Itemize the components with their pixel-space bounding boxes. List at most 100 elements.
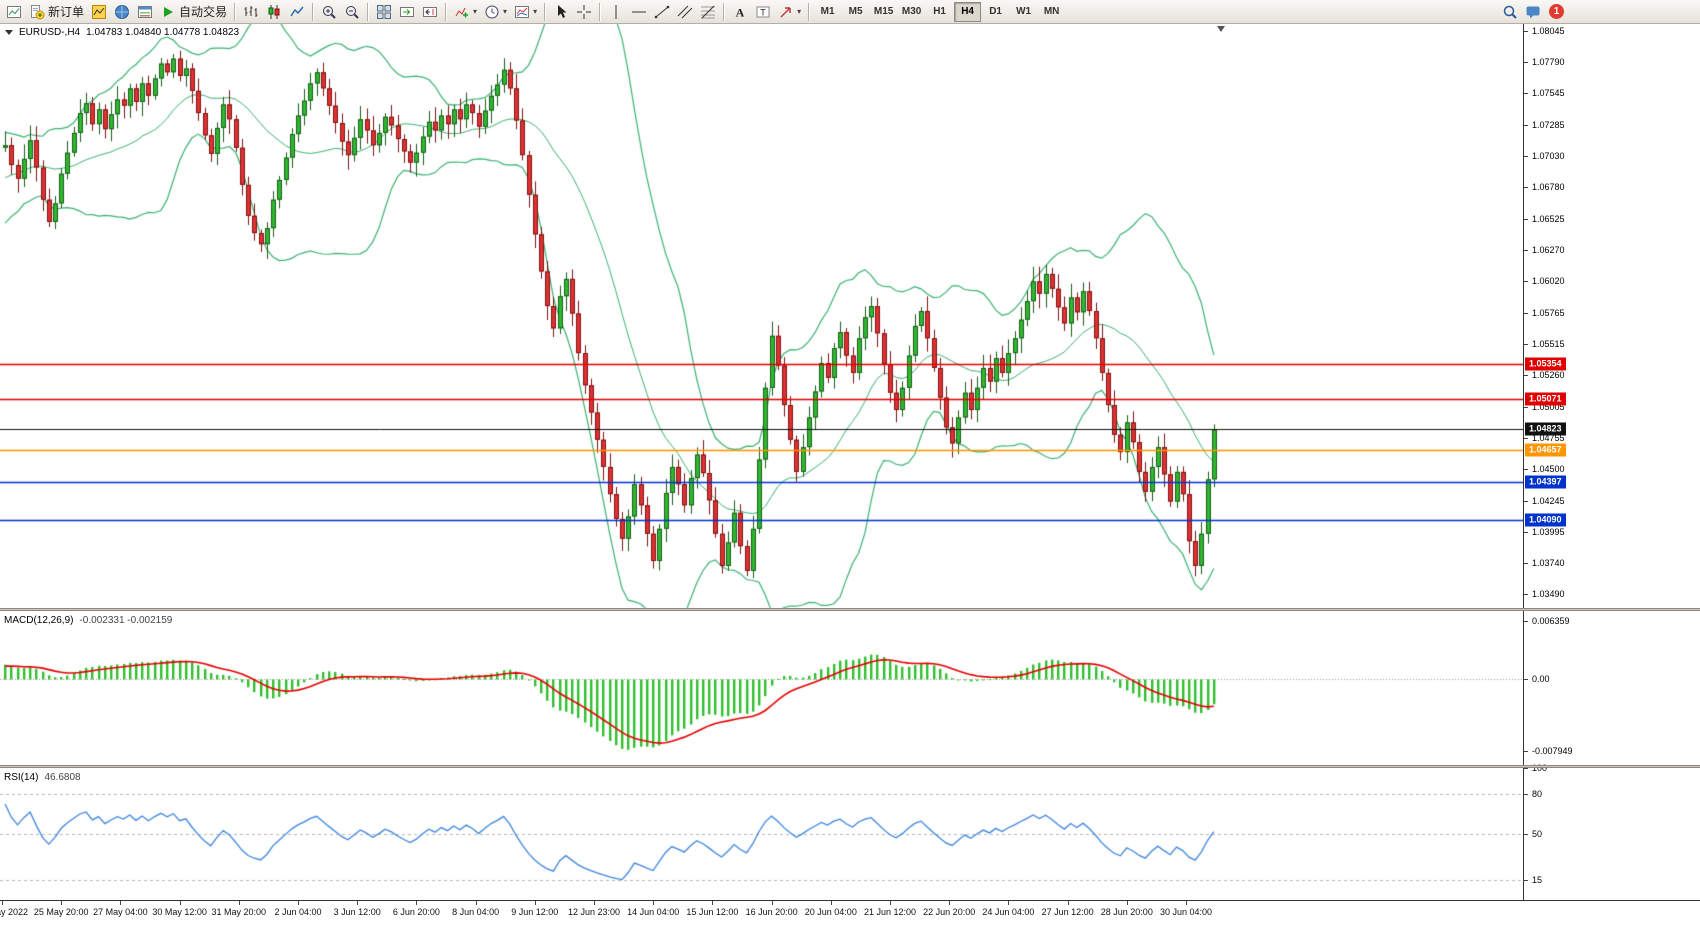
navigator-button[interactable] bbox=[111, 1, 133, 23]
price-tick-label: 1.07790 bbox=[1532, 57, 1565, 68]
candlestick-chart-button[interactable] bbox=[263, 1, 285, 23]
rsi-axis-tick bbox=[1524, 880, 1528, 881]
community-button[interactable] bbox=[1522, 1, 1544, 23]
timeframe-h4-button[interactable]: H4 bbox=[954, 1, 982, 22]
dropdown-caret-icon: ▾ bbox=[473, 7, 478, 16]
price-axis[interactable]: 1.08045 1.07790 1.07545 1.07285 1.07030 1.067… bbox=[1523, 24, 1700, 900]
zoom-in-button[interactable] bbox=[318, 1, 340, 23]
time-tick-label: 30 Jun 04:00 bbox=[1159, 907, 1213, 917]
market-watch-button[interactable] bbox=[88, 1, 110, 23]
price-tick-label: 1.04245 bbox=[1532, 495, 1565, 506]
price-tick-label: 1.05515 bbox=[1532, 338, 1565, 349]
price-tick bbox=[1524, 469, 1528, 470]
horizontal-line-button[interactable] bbox=[628, 1, 650, 23]
price-tick-label: 1.03740 bbox=[1532, 558, 1565, 569]
price-tick-label: 1.03995 bbox=[1532, 526, 1565, 537]
time-tick bbox=[772, 901, 773, 905]
time-tick-label: 31 May 20:00 bbox=[211, 907, 267, 917]
time-tick bbox=[594, 901, 595, 905]
trendline-button[interactable] bbox=[651, 1, 673, 23]
price-tick bbox=[1524, 344, 1528, 345]
time-tick-label: 24 May 2022 bbox=[0, 907, 29, 917]
fibonacci-button[interactable] bbox=[697, 1, 719, 23]
timeframe-d1-button[interactable]: D1 bbox=[989, 6, 1002, 17]
time-tick-label: 16 Jun 20:00 bbox=[745, 907, 798, 917]
chart-title: EURUSD-,H4 1.04783 1.04840 1.04778 1.048… bbox=[5, 27, 239, 38]
text-icon: A bbox=[732, 4, 748, 20]
price-tick bbox=[1524, 250, 1528, 251]
time-tick-label: 27 May 04:00 bbox=[93, 907, 148, 917]
cursor-button[interactable] bbox=[550, 1, 572, 23]
trendline-icon bbox=[654, 4, 670, 20]
line-chart-button[interactable] bbox=[286, 1, 308, 23]
periods-button[interactable]: ▾ bbox=[481, 1, 510, 23]
toolbar-separator bbox=[445, 2, 448, 21]
autotrading-button[interactable]: 自动交易 bbox=[157, 1, 230, 23]
price-tick-label: 1.04755 bbox=[1532, 432, 1565, 443]
toolbar-separator bbox=[312, 2, 315, 21]
timeframe-m30-button[interactable]: M30 bbox=[901, 6, 922, 17]
shapes-icon bbox=[778, 4, 794, 20]
rsi-axis-label: 100 bbox=[1532, 763, 1548, 773]
bar-chart-button[interactable] bbox=[240, 1, 262, 23]
timeframe-m15-button[interactable]: M15 bbox=[873, 6, 894, 17]
vertical-line-button[interactable] bbox=[605, 1, 627, 23]
time-axis[interactable]: 24 May 2022 25 May 20:00 27 May 04:00 30 Ma… bbox=[0, 900, 1700, 946]
timeframe-mn-button[interactable]: MN bbox=[1043, 6, 1060, 17]
text-label-button[interactable]: T bbox=[752, 1, 774, 23]
new-order-icon bbox=[29, 4, 45, 20]
price-chart-canvas[interactable] bbox=[0, 24, 1523, 900]
timeframe-h1-button[interactable]: H1 bbox=[933, 6, 946, 17]
time-tick bbox=[239, 901, 240, 905]
timeframe-w1-button[interactable]: W1 bbox=[1016, 6, 1032, 17]
price-tick-label: 1.07285 bbox=[1532, 119, 1565, 130]
rsi-axis-tick bbox=[1524, 768, 1528, 769]
crosshair-button[interactable] bbox=[573, 1, 595, 23]
dropdown-caret-icon: ▾ bbox=[533, 7, 538, 16]
time-tick bbox=[298, 901, 299, 905]
price-tick-label: 1.05005 bbox=[1532, 401, 1565, 412]
time-tick bbox=[1068, 901, 1069, 905]
price-tick bbox=[1524, 93, 1528, 94]
macd-label: MACD(12,26,9) -0.002331 -0.002159 bbox=[4, 615, 172, 626]
one-click-trading-toggle-icon[interactable] bbox=[5, 30, 13, 35]
time-tick bbox=[180, 901, 181, 905]
auto-scroll-button[interactable] bbox=[396, 1, 418, 23]
rsi-axis-label: 15 bbox=[1532, 875, 1543, 886]
equidistant-channel-button[interactable] bbox=[674, 1, 696, 23]
zoom-out-button[interactable] bbox=[341, 1, 363, 23]
arrows-button[interactable]: ▾ bbox=[775, 1, 804, 23]
macd-axis-tick bbox=[1524, 679, 1528, 680]
time-tick bbox=[949, 901, 950, 905]
toolbar-separator bbox=[808, 2, 811, 21]
terminal-button[interactable] bbox=[134, 1, 156, 23]
macd-axis-label: 0.00 bbox=[1532, 673, 1550, 684]
text-button[interactable]: A bbox=[729, 1, 751, 23]
toolbar-separator bbox=[544, 2, 547, 21]
timeframe-m1-button[interactable]: M1 bbox=[820, 6, 835, 17]
price-tick bbox=[1524, 31, 1528, 32]
panel-splitter-rsi[interactable] bbox=[0, 765, 1700, 768]
templates-button[interactable]: ▾ bbox=[511, 1, 540, 23]
search-button[interactable] bbox=[1499, 1, 1521, 23]
periods-icon bbox=[484, 4, 500, 20]
new-order-button-label: 新订单 bbox=[48, 5, 85, 19]
chart-shift-button[interactable] bbox=[419, 1, 441, 23]
support-line-2-price-tag: 1.04090 bbox=[1525, 513, 1566, 527]
indicators-button[interactable]: ▾ bbox=[451, 1, 480, 23]
chart-window-button[interactable] bbox=[3, 1, 25, 23]
new-order-button[interactable]: 新订单 bbox=[26, 1, 87, 23]
tile-windows-button[interactable] bbox=[373, 1, 395, 23]
price-tick-label: 1.05765 bbox=[1532, 307, 1565, 318]
time-tick bbox=[890, 901, 891, 905]
price-tick bbox=[1524, 313, 1528, 314]
price-tick bbox=[1524, 407, 1528, 408]
panel-splitter-macd[interactable] bbox=[0, 608, 1700, 611]
timeframe-m5-button[interactable]: M5 bbox=[848, 6, 863, 17]
price-tick bbox=[1524, 501, 1528, 502]
notification-badge[interactable]: 1 bbox=[1549, 4, 1564, 19]
crosshair-icon bbox=[576, 4, 592, 20]
time-tick-label: 12 Jun 23:00 bbox=[567, 907, 621, 917]
pivot-line-price-tag: 1.04657 bbox=[1525, 443, 1566, 457]
resistance-line-2-price-tag: 1.05071 bbox=[1525, 392, 1566, 406]
